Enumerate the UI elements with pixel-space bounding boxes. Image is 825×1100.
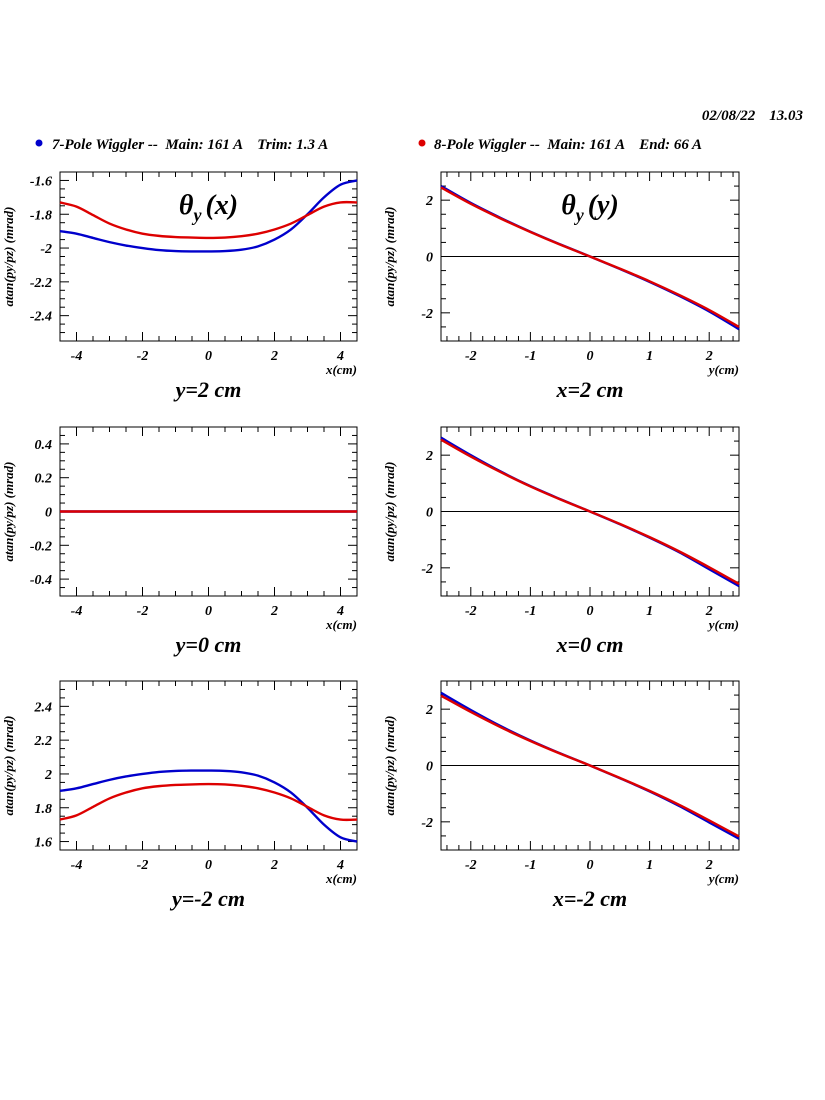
- y-tick-label: -2: [40, 242, 52, 257]
- y-tick-label: -2: [421, 307, 433, 322]
- x-tick-label: 1: [646, 858, 653, 873]
- x-tick-label: -1: [525, 349, 537, 364]
- x-tick-label: -2: [137, 349, 149, 364]
- chart-panel-4: -2 -1 0 1 2 -2 0 2 atan(py/pz) (mrad) y(cm) x=0 cm: [382, 426, 740, 657]
- x-axis-label: x(cm): [325, 362, 357, 377]
- panel-caption: y=-2 cm: [169, 886, 245, 911]
- x-tick-label: 1: [646, 349, 653, 364]
- panel-caption: y=2 cm: [173, 377, 242, 402]
- y-tick-label: 0: [426, 760, 433, 775]
- legend-marker-7pole: [35, 139, 43, 147]
- y-tick-label: 0: [426, 506, 433, 521]
- y-tick-label: 2: [44, 768, 52, 783]
- legend-label-8pole: 8-Pole Wiggler -- Main: 161 A End: 66 A: [434, 137, 702, 153]
- chart-panel-3: -4 -2 0 2 4 -0.4 -0.2 0 0.2 0.4 atan(py/pz) (mrad)…: [1, 426, 358, 657]
- x-tick-label: 2: [705, 604, 713, 619]
- x-tick-label: 2: [270, 349, 278, 364]
- y-tick-label: -1.6: [30, 174, 52, 189]
- y-tick-label: 1.8: [35, 802, 53, 817]
- panel-title: θy (x): [179, 190, 238, 225]
- y-tick-label: -2: [421, 562, 433, 577]
- x-tick-label: 4: [336, 858, 344, 873]
- x-tick-label: 0: [205, 604, 212, 619]
- timestamp: 02/08/22 13.03: [702, 108, 804, 124]
- x-tick-label: 4: [336, 604, 344, 619]
- y-tick-label: -2.4: [30, 310, 52, 325]
- series-line-7pole: [59, 769, 358, 843]
- x-axis-label: x(cm): [325, 617, 357, 632]
- time-text: 13.03: [769, 108, 803, 124]
- panel-caption: x=0 cm: [556, 632, 624, 657]
- x-tick-label: 1: [646, 604, 653, 619]
- x-axis-label: x(cm): [325, 871, 357, 886]
- x-tick-label: 2: [705, 349, 713, 364]
- x-tick-label: 2: [270, 604, 278, 619]
- y-tick-label: 1.6: [35, 836, 53, 851]
- panel-caption: y=0 cm: [173, 632, 242, 657]
- x-tick-label: 2: [705, 858, 713, 873]
- date-text: 02/08/22: [702, 108, 756, 124]
- y-tick-label: -2: [421, 816, 433, 831]
- y-tick-label: 2: [425, 449, 433, 464]
- x-tick-label: -2: [465, 349, 477, 364]
- series-line-8pole: [59, 782, 358, 822]
- x-tick-label: 0: [587, 858, 594, 873]
- series-line-8pole: [440, 438, 740, 585]
- x-tick-label: 0: [587, 604, 594, 619]
- x-tick-label: -4: [71, 349, 83, 364]
- y-tick-label: 0.4: [35, 438, 53, 453]
- panel-caption: x=2 cm: [556, 377, 624, 402]
- chart-panel-6: -2 -1 0 1 2 -2 0 2 atan(py/pz) (mrad) y(cm) x=-2 c…: [382, 680, 740, 911]
- series-line-8pole: [59, 200, 358, 240]
- panels: -4 -2 0 2 4 -2.4 -2.2 -2 -1.8 -1.6 atan(py/pz) (mr…: [1, 171, 740, 911]
- y-tick-label: 2: [425, 194, 433, 209]
- x-tick-label: -2: [465, 858, 477, 873]
- x-tick-label: -4: [71, 858, 83, 873]
- y-tick-label: -2.2: [30, 276, 52, 291]
- panel-title: θy (y): [561, 190, 619, 225]
- y-axis-label: atan(py/pz) (mrad): [382, 461, 397, 561]
- y-axis-label: atan(py/pz) (mrad): [1, 461, 16, 561]
- x-axis-label: y(cm): [707, 871, 739, 886]
- y-tick-label: -0.2: [30, 539, 52, 554]
- x-tick-label: -1: [525, 858, 537, 873]
- y-axis-label: atan(py/pz) (mrad): [382, 206, 397, 306]
- x-tick-label: 0: [205, 349, 212, 364]
- y-tick-label: 2: [425, 703, 433, 718]
- y-axis-label: atan(py/pz) (mrad): [382, 715, 397, 815]
- y-tick-label: 0: [45, 506, 52, 521]
- plot-frame: [59, 680, 358, 851]
- legend: 7-Pole Wiggler -- Main: 161 A Trim: 1.3 …: [35, 137, 702, 153]
- y-tick-label: 2.4: [34, 700, 53, 715]
- y-tick-label: 0.2: [35, 472, 53, 487]
- x-tick-label: 4: [336, 349, 344, 364]
- y-tick-label: -1.8: [30, 208, 52, 223]
- chart-panel-5: -4 -2 0 2 4 1.6 1.8 2 2.2 2.4 atan(py/pz) (mrad) x(…: [1, 680, 358, 911]
- legend-marker-8pole: [418, 139, 426, 147]
- y-tick-label: -0.4: [30, 573, 52, 588]
- series-line-8pole: [440, 186, 740, 328]
- x-tick-label: -2: [465, 604, 477, 619]
- x-tick-label: -1: [525, 604, 537, 619]
- panel-caption: x=-2 cm: [552, 886, 627, 911]
- x-tick-label: -2: [137, 858, 149, 873]
- x-tick-label: 2: [270, 858, 278, 873]
- y-tick-label: 0: [426, 251, 433, 266]
- series-line-8pole: [440, 694, 740, 838]
- x-tick-label: 0: [587, 349, 594, 364]
- y-axis-label: atan(py/pz) (mrad): [1, 715, 16, 815]
- chart-panel-1: -4 -2 0 2 4 -2.4 -2.2 -2 -1.8 -1.6 atan(py/pz) (mr…: [1, 171, 358, 402]
- x-tick-label: 0: [205, 858, 212, 873]
- x-tick-label: -2: [137, 604, 149, 619]
- y-axis-label: atan(py/pz) (mrad): [1, 206, 16, 306]
- y-tick-label: 2.2: [34, 734, 53, 749]
- legend-label-7pole: 7-Pole Wiggler -- Main: 161 A Trim: 1.3 …: [52, 137, 328, 153]
- x-tick-label: -4: [71, 604, 83, 619]
- x-axis-label: y(cm): [707, 362, 739, 377]
- x-axis-label: y(cm): [707, 617, 739, 632]
- chart-panel-2: -2 -1 0 1 2 -2 0 2 atan(py/pz) (mrad) y(cm) x=2 cm…: [382, 171, 740, 402]
